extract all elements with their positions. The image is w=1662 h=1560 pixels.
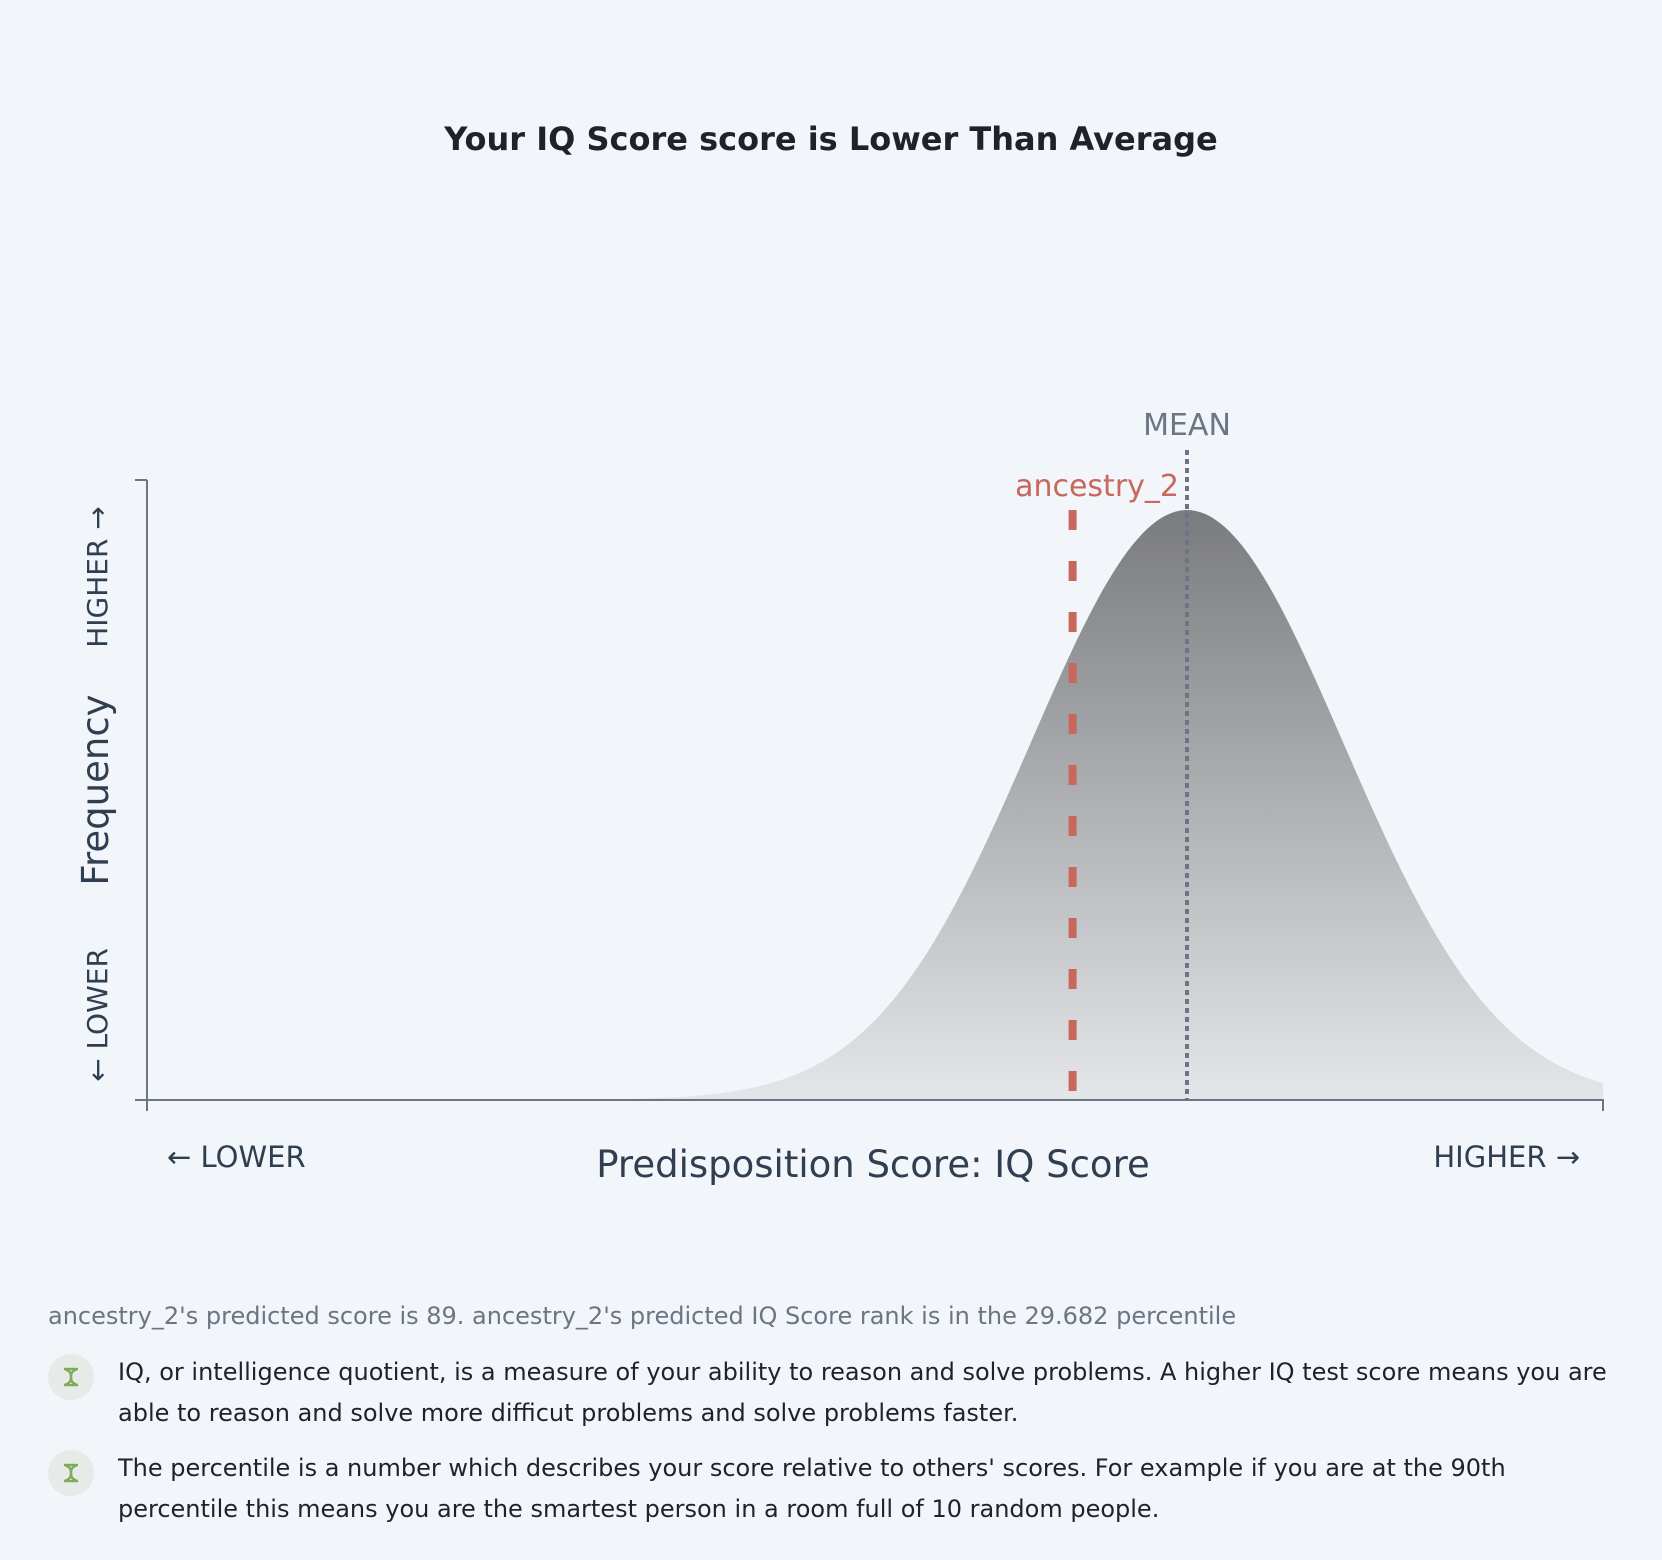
y-axis-label: Frequency <box>74 694 117 885</box>
dna-icon <box>48 1354 94 1400</box>
info-list: IQ, or intelligence quotient, is a measu… <box>48 1352 1618 1544</box>
distribution-chart: MEAN ancestry_2 Frequency HIGHER → ← LOW… <box>74 408 1604 1186</box>
x-axis-low-label: ← LOWER <box>167 1140 306 1174</box>
info-item: IQ, or intelligence quotient, is a measu… <box>48 1352 1618 1434</box>
y-axis-low-label: ← LOWER <box>81 948 114 1082</box>
distribution-curve <box>147 510 1603 1100</box>
y-axis-high-label: HIGHER → <box>81 506 114 648</box>
info-text: The percentile is a number which describ… <box>118 1454 1506 1523</box>
dna-icon <box>48 1450 94 1496</box>
info-item: The percentile is a number which describ… <box>48 1448 1618 1530</box>
x-axis-high-label: HIGHER → <box>1433 1140 1580 1174</box>
score-summary: ancestry_2's predicted score is 89. ance… <box>48 1302 1237 1330</box>
mean-label: MEAN <box>1143 408 1231 443</box>
chart-title: Your IQ Score score is Lower Than Averag… <box>444 120 1218 158</box>
info-text: IQ, or intelligence quotient, is a measu… <box>118 1358 1607 1427</box>
x-axis-label: Predisposition Score: IQ Score <box>596 1143 1149 1186</box>
ancestry-marker-label: ancestry_2 <box>1015 469 1179 504</box>
